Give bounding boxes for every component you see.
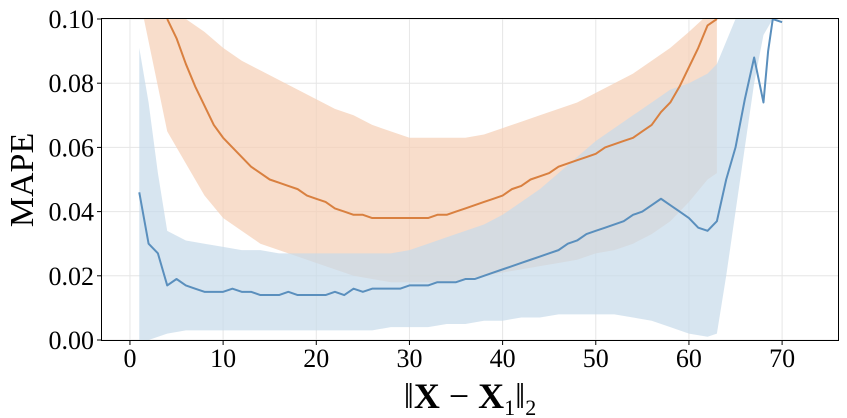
x-tick-label: 20 [303, 344, 329, 373]
series-2-line [138, 19, 783, 297]
y-tick-label: 0.02 [49, 262, 95, 291]
x-axis-label: ‖X − X1‖2 [404, 376, 537, 418]
x-tick-label: 60 [676, 344, 702, 373]
y-tick-label: 0.08 [49, 69, 95, 98]
y-axis-label: MAPE [4, 133, 41, 227]
x-tick-label: 30 [396, 344, 422, 373]
x-tick-label: 10 [210, 344, 236, 373]
y-tick-label: 0.00 [49, 326, 95, 355]
x-axis-ticks: 0 10 20 30 40 50 60 70 [123, 340, 795, 373]
x-tick-label: 40 [490, 344, 516, 373]
y-tick-label: 0.10 [49, 5, 95, 34]
confidence-bands [139, 19, 783, 340]
y-tick-label: 0.06 [49, 133, 95, 162]
x-tick-label: 70 [769, 344, 795, 373]
y-axis-ticks: 0.00 0.02 0.04 0.06 0.08 0.10 [49, 5, 102, 355]
x-tick-label: 50 [583, 344, 609, 373]
y-tick-label: 0.04 [49, 198, 95, 227]
x-tick-label: 0 [123, 344, 136, 373]
series-2-band [139, 19, 783, 340]
series-1-line [166, 19, 718, 220]
series-lines [138, 19, 783, 297]
plot-frame [101, 18, 839, 341]
